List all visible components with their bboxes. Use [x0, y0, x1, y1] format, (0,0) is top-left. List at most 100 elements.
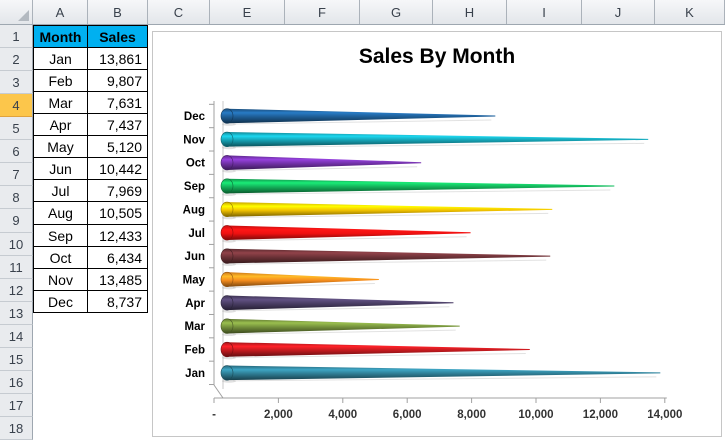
cone-shadow: [222, 286, 236, 290]
cell-month[interactable]: Sep: [34, 225, 88, 247]
column-header-I[interactable]: I: [507, 0, 582, 24]
table-row: Sep 12,433: [34, 225, 148, 247]
row-header-14[interactable]: 14: [0, 325, 33, 348]
row-header-4[interactable]: 4: [0, 94, 33, 117]
cone-base-may: [220, 271, 234, 288]
cell-sales[interactable]: 13,485: [88, 269, 148, 291]
row-header-18[interactable]: 18: [0, 417, 33, 440]
category-label-may: May: [183, 274, 206, 286]
cone-base-aug: [220, 201, 234, 217]
cone-bar-jun: [227, 248, 551, 264]
cone-shadow: [222, 122, 236, 126]
cone-shadow: [222, 356, 236, 360]
cell-month[interactable]: Jul: [34, 180, 88, 202]
table-row: Mar 7,631: [34, 92, 148, 114]
header-cell-month[interactable]: Month: [34, 26, 88, 48]
category-label-jul: Jul: [188, 228, 205, 240]
table-row: Aug 10,505: [34, 202, 148, 225]
cone-base-oct: [220, 155, 234, 171]
header-cell-sales[interactable]: Sales: [88, 26, 148, 48]
cone-shadow-line: [232, 282, 375, 288]
row-header-5[interactable]: 5: [0, 117, 33, 140]
table-row: May 5,120: [34, 136, 148, 158]
table-row: Oct 6,434: [34, 247, 148, 269]
cell-month[interactable]: Mar: [34, 92, 88, 114]
cell-month[interactable]: May: [34, 136, 88, 158]
row-header-1[interactable]: 1: [0, 25, 33, 48]
cone-bar-mar: [227, 318, 460, 334]
column-header-K[interactable]: K: [655, 0, 725, 24]
column-header-H[interactable]: H: [433, 0, 507, 24]
row-header-13[interactable]: 13: [0, 302, 33, 325]
value-tick-label: 2,000: [264, 409, 293, 421]
cell-month[interactable]: Jun: [34, 158, 88, 180]
cone-shadow-line: [232, 119, 492, 125]
chart-plot: - 2,000 4,000 6,000 8,000 10,000 12,000 14,000 D…: [183, 101, 682, 421]
column-header-B[interactable]: B: [88, 0, 148, 24]
cone-bar-dec: [227, 108, 496, 124]
value-tick-label: -: [212, 409, 216, 421]
cone-shadow: [222, 169, 236, 173]
column-header-C[interactable]: C: [148, 0, 210, 24]
row-header-9[interactable]: 9: [0, 209, 33, 233]
cell-month[interactable]: Jan: [34, 48, 88, 70]
row-header-12[interactable]: 12: [0, 279, 33, 302]
cell-sales[interactable]: 7,437: [88, 114, 148, 136]
chart-area[interactable]: Sales By Month - 2,000 4,000 6,000 8,000 10,0…: [152, 31, 722, 437]
cell-sales[interactable]: 13,861: [88, 48, 148, 70]
table-row: Jul 7,969: [34, 180, 148, 202]
cell-sales[interactable]: 9,807: [88, 70, 148, 92]
select-all-corner[interactable]: [0, 0, 33, 24]
cell-sales[interactable]: 7,631: [88, 92, 148, 114]
row-header-10[interactable]: 10: [0, 233, 33, 256]
column-header-J[interactable]: J: [582, 0, 655, 24]
cone-bar-feb: [227, 342, 530, 357]
cone-bar-aug: [227, 202, 553, 217]
category-label-jan: Jan: [185, 368, 205, 380]
column-header-G[interactable]: G: [360, 0, 433, 24]
cell-sales[interactable]: 10,442: [88, 158, 148, 180]
cone-shadow-line: [232, 212, 549, 218]
row-header-11[interactable]: 11: [0, 256, 33, 279]
column-header-F[interactable]: F: [285, 0, 360, 24]
cell-month[interactable]: Feb: [34, 70, 88, 92]
row-header-6[interactable]: 6: [0, 140, 33, 163]
cell-month[interactable]: Apr: [34, 114, 88, 136]
category-label-apr: Apr: [185, 298, 205, 310]
cone-shadow-line: [232, 376, 657, 382]
cell-sales[interactable]: 6,434: [88, 247, 148, 269]
cell-month[interactable]: Oct: [34, 247, 88, 269]
cone-bar-sep: [227, 178, 615, 194]
cell-month[interactable]: Dec: [34, 291, 88, 313]
category-label-jun: Jun: [185, 251, 205, 263]
row-header-3[interactable]: 3: [0, 71, 33, 94]
table-row: Nov 13,485: [34, 269, 148, 291]
cone-shadow: [222, 239, 236, 243]
column-header-A[interactable]: A: [33, 0, 88, 24]
cell-month[interactable]: Nov: [34, 269, 88, 291]
row-header-16[interactable]: 16: [0, 371, 33, 394]
cone-shadow-line: [232, 236, 467, 242]
cell-month[interactable]: Aug: [34, 202, 88, 225]
row-header-2[interactable]: 2: [0, 48, 33, 71]
table-row: Jan 13,861: [34, 48, 148, 70]
row-header-17[interactable]: 17: [0, 394, 33, 417]
row-header-15[interactable]: 15: [0, 348, 33, 371]
cell-sales[interactable]: 12,433: [88, 225, 148, 247]
value-tick-label: 8,000: [457, 409, 486, 421]
cell-sales[interactable]: 10,505: [88, 202, 148, 225]
row-header-7[interactable]: 7: [0, 163, 33, 186]
cone-base-jul: [220, 225, 234, 241]
row-header-8[interactable]: 8: [0, 186, 33, 209]
cone-shadow: [222, 332, 236, 337]
cell-sales[interactable]: 7,969: [88, 180, 148, 202]
column-header-E[interactable]: E: [210, 0, 285, 24]
value-tick-label: 4,000: [328, 409, 357, 421]
cone-base-apr: [220, 295, 234, 311]
cone-base-sep: [220, 178, 234, 194]
cell-sales[interactable]: 5,120: [88, 136, 148, 158]
cell-sales[interactable]: 8,737: [88, 291, 148, 313]
floor-depth-line: [213, 384, 224, 399]
table-row: Apr 7,437: [34, 114, 148, 136]
category-label-oct: Oct: [186, 158, 205, 170]
